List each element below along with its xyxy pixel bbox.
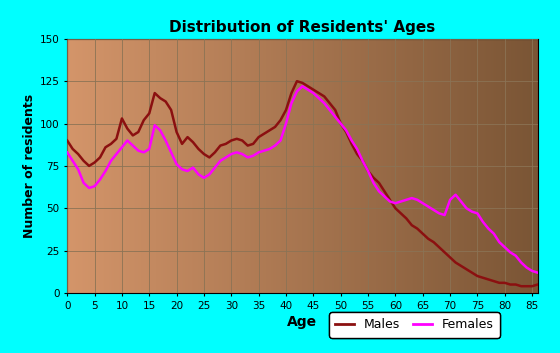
Y-axis label: Number of residents: Number of residents — [22, 94, 35, 238]
Legend: Males, Females: Males, Females — [329, 312, 500, 337]
X-axis label: Age: Age — [287, 315, 318, 329]
Title: Distribution of Residents' Ages: Distribution of Residents' Ages — [169, 20, 436, 35]
